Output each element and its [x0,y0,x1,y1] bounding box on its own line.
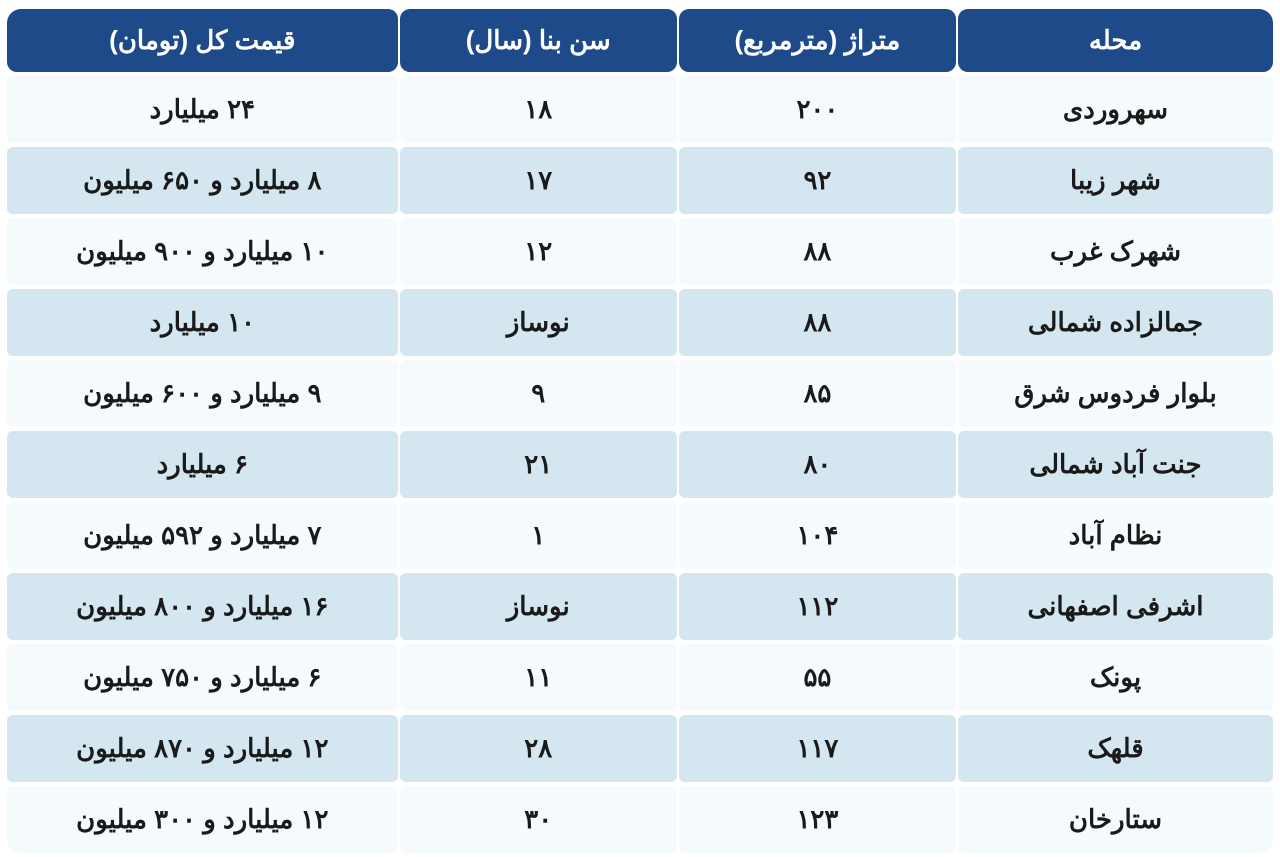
cell-area: ۹۲ [679,147,956,214]
cell-age: نوساز [400,289,677,356]
cell-area: ۱۲۳ [679,786,956,853]
cell-age: ۹ [400,360,677,427]
cell-price: ۷ میلیارد و ۵۹۲ میلیون [7,502,398,569]
table-row: شهرک غرب ۸۸ ۱۲ ۱۰ میلیارد و ۹۰۰ میلیون [7,218,1273,285]
table-row: نظام آباد ۱۰۴ ۱ ۷ میلیارد و ۵۹۲ میلیون [7,502,1273,569]
cell-price: ۱۶ میلیارد و ۸۰۰ میلیون [7,573,398,640]
table-row: اشرفی اصفهانی ۱۱۲ نوساز ۱۶ میلیارد و ۸۰۰… [7,573,1273,640]
cell-area: ۱۱۲ [679,573,956,640]
col-header-area: متراژ (مترمربع) [679,9,956,72]
col-header-neighborhood: محله [958,9,1273,72]
cell-age: ۲۱ [400,431,677,498]
cell-age: ۱۱ [400,644,677,711]
cell-neighborhood: بلوار فردوس شرق [958,360,1273,427]
table-row: بلوار فردوس شرق ۸۵ ۹ ۹ میلیارد و ۶۰۰ میل… [7,360,1273,427]
cell-area: ۸۰ [679,431,956,498]
col-header-age: سن بنا (سال) [400,9,677,72]
cell-price: ۱۰ میلیارد و ۹۰۰ میلیون [7,218,398,285]
table-header-row: محله متراژ (مترمربع) سن بنا (سال) قیمت ک… [7,9,1273,72]
cell-area: ۱۱۷ [679,715,956,782]
cell-neighborhood: شهرک غرب [958,218,1273,285]
cell-age: نوساز [400,573,677,640]
table-row: سهروردی ۲۰۰ ۱۸ ۲۴ میلیارد [7,76,1273,143]
cell-area: ۸۵ [679,360,956,427]
cell-neighborhood: پونک [958,644,1273,711]
cell-price: ۸ میلیارد و ۶۵۰ میلیون [7,147,398,214]
cell-age: ۳۰ [400,786,677,853]
cell-price: ۶ میلیارد [7,431,398,498]
cell-neighborhood: ستارخان [958,786,1273,853]
table-row: ستارخان ۱۲۳ ۳۰ ۱۲ میلیارد و ۳۰۰ میلیون [7,786,1273,853]
cell-neighborhood: شهر زیبا [958,147,1273,214]
cell-area: ۲۰۰ [679,76,956,143]
cell-age: ۱۷ [400,147,677,214]
table-body: سهروردی ۲۰۰ ۱۸ ۲۴ میلیارد شهر زیبا ۹۲ ۱۷… [7,76,1273,853]
cell-price: ۱۰ میلیارد [7,289,398,356]
cell-price: ۶ میلیارد و ۷۵۰ میلیون [7,644,398,711]
cell-neighborhood: سهروردی [958,76,1273,143]
cell-neighborhood: اشرفی اصفهانی [958,573,1273,640]
cell-area: ۸۸ [679,289,956,356]
cell-area: ۸۸ [679,218,956,285]
cell-age: ۲۸ [400,715,677,782]
cell-price: ۲۴ میلیارد [7,76,398,143]
col-header-price: قیمت کل (تومان) [7,9,398,72]
cell-age: ۱ [400,502,677,569]
table-row: جنت آباد شمالی ۸۰ ۲۱ ۶ میلیارد [7,431,1273,498]
table-row: جمالزاده شمالی ۸۸ نوساز ۱۰ میلیارد [7,289,1273,356]
cell-neighborhood: نظام آباد [958,502,1273,569]
cell-age: ۱۸ [400,76,677,143]
cell-price: ۹ میلیارد و ۶۰۰ میلیون [7,360,398,427]
cell-neighborhood: قلهک [958,715,1273,782]
cell-area: ۱۰۴ [679,502,956,569]
table-row: پونک ۵۵ ۱۱ ۶ میلیارد و ۷۵۰ میلیون [7,644,1273,711]
price-table-container: محله متراژ (مترمربع) سن بنا (سال) قیمت ک… [5,5,1275,857]
price-table: محله متراژ (مترمربع) سن بنا (سال) قیمت ک… [5,5,1275,857]
cell-age: ۱۲ [400,218,677,285]
cell-price: ۱۲ میلیارد و ۸۷۰ میلیون [7,715,398,782]
table-row: قلهک ۱۱۷ ۲۸ ۱۲ میلیارد و ۸۷۰ میلیون [7,715,1273,782]
table-row: شهر زیبا ۹۲ ۱۷ ۸ میلیارد و ۶۵۰ میلیون [7,147,1273,214]
cell-price: ۱۲ میلیارد و ۳۰۰ میلیون [7,786,398,853]
cell-area: ۵۵ [679,644,956,711]
cell-neighborhood: جمالزاده شمالی [958,289,1273,356]
cell-neighborhood: جنت آباد شمالی [958,431,1273,498]
